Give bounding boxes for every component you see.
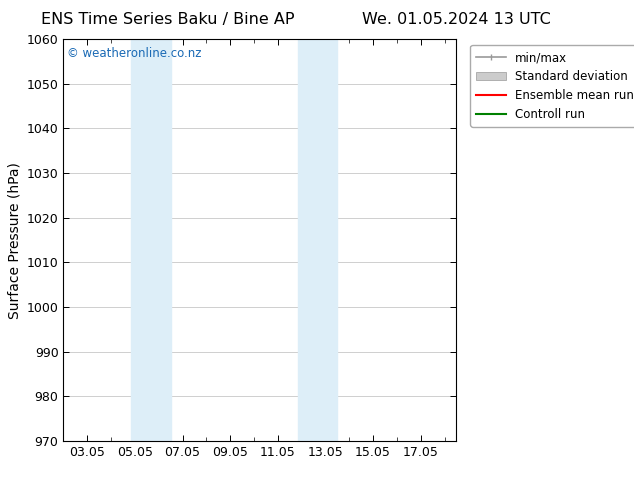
Bar	[131, 39, 171, 441]
Text: © weatheronline.co.nz: © weatheronline.co.nz	[67, 47, 202, 60]
Text: ENS Time Series Baku / Bine AP: ENS Time Series Baku / Bine AP	[41, 12, 295, 27]
Y-axis label: Surface Pressure (hPa): Surface Pressure (hPa)	[7, 162, 21, 318]
Bar	[297, 39, 337, 441]
Legend: min/max, Standard deviation, Ensemble mean run, Controll run: min/max, Standard deviation, Ensemble me…	[470, 45, 634, 126]
Text: We. 01.05.2024 13 UTC: We. 01.05.2024 13 UTC	[362, 12, 551, 27]
